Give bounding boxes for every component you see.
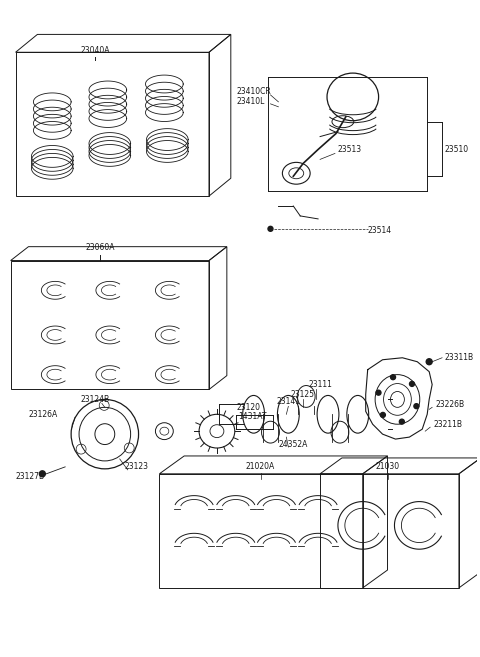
Text: 21020A: 21020A [246, 463, 275, 471]
Text: 23123: 23123 [125, 463, 149, 471]
Text: 23514: 23514 [368, 226, 392, 235]
Circle shape [399, 419, 404, 424]
Circle shape [381, 413, 385, 417]
Circle shape [409, 382, 414, 386]
Text: 23040A: 23040A [80, 46, 109, 55]
Circle shape [391, 374, 396, 380]
Text: 23410L: 23410L [237, 97, 265, 106]
Text: 23124B: 23124B [80, 395, 109, 404]
Text: 1431AT: 1431AT [238, 412, 266, 420]
Text: 23513: 23513 [338, 145, 362, 154]
Circle shape [414, 403, 419, 409]
Text: 23111: 23111 [308, 380, 332, 389]
Text: 23211B: 23211B [433, 420, 462, 429]
Circle shape [426, 359, 432, 365]
Text: 23141: 23141 [276, 397, 300, 406]
Text: 24352A: 24352A [278, 440, 308, 449]
Text: 23126A: 23126A [28, 410, 58, 419]
Circle shape [268, 227, 273, 231]
Circle shape [39, 471, 45, 477]
Text: 23060A: 23060A [85, 243, 115, 252]
Text: 21030: 21030 [375, 463, 399, 471]
Circle shape [376, 390, 381, 395]
Text: 23120: 23120 [237, 403, 261, 412]
Text: 23410CR: 23410CR [237, 87, 272, 97]
Text: 23311B: 23311B [444, 353, 473, 362]
Text: 23125: 23125 [290, 390, 314, 399]
Text: 23226B: 23226B [435, 400, 464, 409]
Text: 23510: 23510 [444, 145, 468, 154]
Text: 23127B: 23127B [15, 472, 45, 482]
